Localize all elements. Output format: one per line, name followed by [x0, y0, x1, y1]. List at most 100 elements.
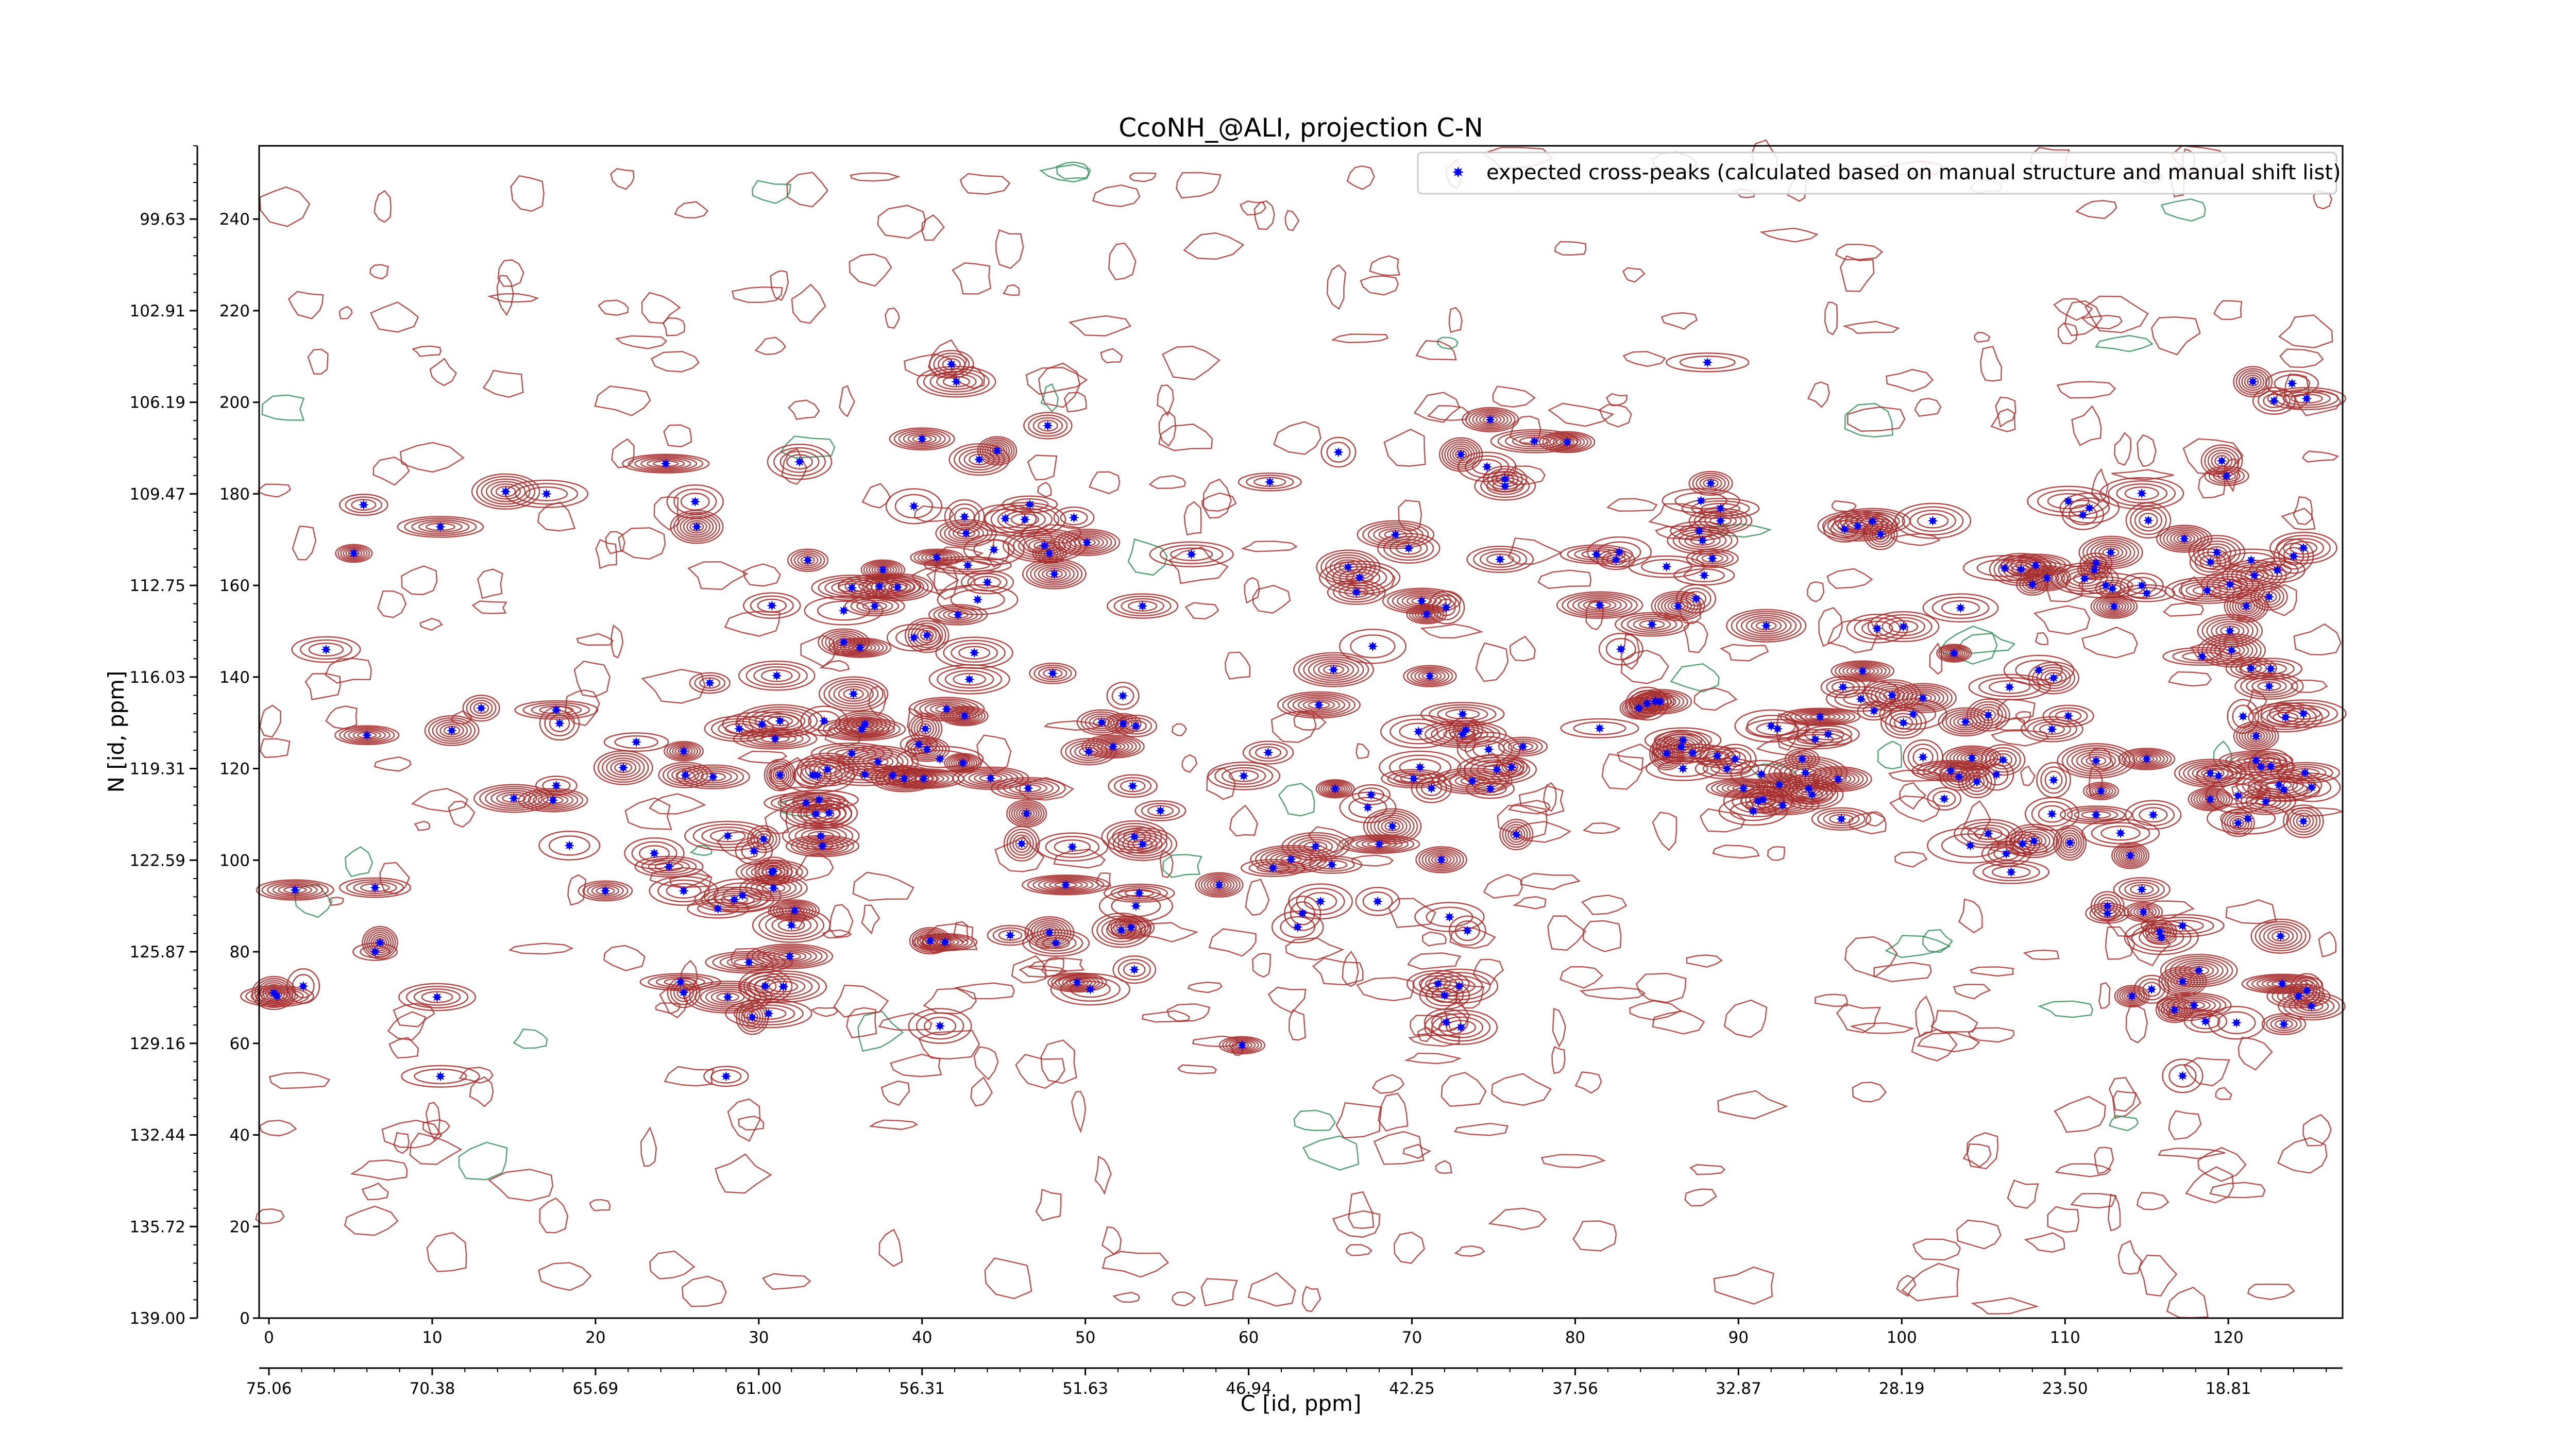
noise-contour: [1181, 754, 1198, 773]
noise-contour: [1483, 873, 1523, 899]
peak-contour: [578, 880, 633, 902]
peak-contour: [974, 504, 1037, 533]
cross-peak-marker: [1069, 512, 1079, 523]
cross-peak-marker: [1116, 925, 1127, 936]
noise-contour: [1488, 1207, 1547, 1231]
cross-peak-marker: [1730, 753, 1740, 764]
cross-peak-marker: [1641, 698, 1652, 709]
cross-peak-marker: [737, 890, 748, 901]
peak-contour: [1357, 520, 1435, 549]
noise-contour: [1356, 976, 1415, 1002]
peak-contour: [1228, 769, 1259, 782]
peak-contour: [1010, 513, 1039, 526]
peak-contour: [1960, 821, 2016, 846]
noise-contour: [595, 538, 617, 569]
cross-peak-marker: [664, 861, 674, 872]
noise-contour: [1068, 315, 1131, 336]
peak-contour: [977, 436, 1018, 466]
peak-contour: [2003, 654, 2075, 686]
peak-contour: [1620, 614, 1683, 635]
cross-peak-marker: [959, 511, 970, 522]
peak-contour: [1033, 664, 1072, 682]
peak-contour: [2142, 982, 2161, 997]
noise-contour: [1288, 1009, 1307, 1041]
peak-contour: [928, 604, 988, 626]
peak-contour: [714, 892, 755, 906]
peak-contour: [1615, 612, 1689, 637]
noise-contour: [471, 600, 507, 614]
peak-contour: [1106, 682, 1140, 710]
peak-contour: [1941, 709, 1989, 735]
cross-peak-marker: [1500, 481, 1511, 492]
noise-contour: [1187, 981, 1223, 993]
peak-contour: [1863, 518, 1898, 550]
noise-contour: [1512, 896, 1547, 909]
legend: expected cross-peaks (calculated based o…: [1417, 151, 2341, 195]
peak-contour: [840, 641, 880, 654]
peak-contour: [1409, 605, 1445, 623]
peak-contour: [683, 518, 711, 536]
peak-contour: [916, 720, 935, 737]
noise-contour: [1027, 454, 1058, 481]
cross-peak-marker: [290, 885, 300, 896]
peak-contour: [1704, 514, 1737, 528]
peak-contour: [1093, 738, 1133, 754]
noise-contour: [1373, 1131, 1425, 1165]
peak-contour: [1028, 414, 1068, 437]
peak-contour: [1778, 729, 1852, 750]
peak-contour: [893, 429, 951, 449]
peak-contour: [1664, 598, 1692, 614]
noise-contour: [2213, 300, 2243, 321]
cross-peak-marker: [749, 846, 759, 856]
peak-contour: [1280, 916, 1316, 938]
peak-contour: [1290, 901, 1315, 925]
noise-contour: [2047, 1206, 2080, 1233]
noise-contour: [387, 1011, 427, 1041]
cross-peak-marker: [1439, 990, 1450, 1001]
noise-contour: [338, 306, 353, 319]
peak-contour: [752, 907, 831, 943]
peak-contour: [819, 744, 885, 763]
noise-contour: [411, 788, 468, 813]
noise-contour: [1183, 501, 1202, 536]
peak-contour: [1363, 808, 1422, 845]
peak-contour: [1383, 536, 1434, 561]
noise-contour: [845, 1007, 877, 1039]
noise-contour: [1037, 482, 1052, 498]
cross-peak-marker: [708, 771, 719, 782]
noise-contour: [1332, 1210, 1380, 1238]
peak-contour: [1114, 715, 1157, 737]
cross-peak-marker: [2048, 672, 2059, 683]
peak-contour: [987, 443, 1008, 459]
peak-contour: [1443, 979, 1476, 994]
noise-contour: [819, 660, 850, 672]
peak-contour: [1982, 863, 2040, 882]
peak-contour: [432, 719, 472, 742]
peak-contour: [2260, 699, 2347, 728]
peak-contour: [2009, 826, 2059, 856]
peak-contour: [1011, 498, 1049, 511]
noise-contour: [649, 793, 706, 815]
peak-contour: [1685, 591, 1707, 606]
noise-contour: [1454, 1245, 1485, 1257]
noise-contour: [477, 568, 503, 599]
noise-contour: [1244, 577, 1260, 604]
noise-contour: [1914, 397, 1942, 417]
noise-contour: [1270, 711, 1317, 743]
noise-contour: [393, 1002, 435, 1027]
noise-contour: [650, 350, 700, 373]
peak-contour: [1134, 800, 1187, 821]
noise-contour: [1100, 348, 1123, 364]
cross-peak-marker: [2137, 488, 2147, 499]
noise-contour: [2167, 671, 2212, 687]
cross-peak-marker: [1777, 800, 1788, 811]
peak-contour: [481, 478, 531, 505]
peak-contour: [2289, 810, 2317, 833]
peak-contour: [272, 883, 318, 897]
noise-contour: [1552, 1007, 1566, 1048]
peak-contour: [1736, 613, 1797, 639]
noise-contour: [292, 526, 317, 561]
peak-contour: [634, 855, 704, 878]
peak-contour: [2120, 848, 2141, 863]
x-ppm-tick-label: 70.38: [410, 1379, 455, 1398]
